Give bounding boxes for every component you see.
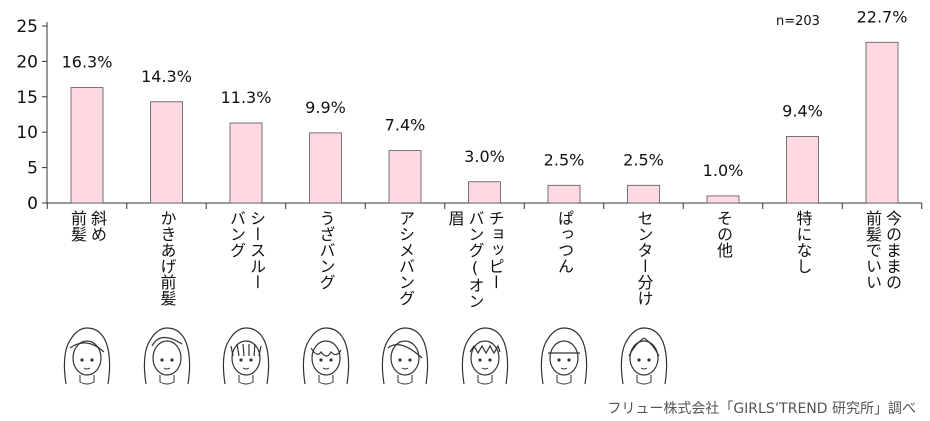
bar [865,41,899,204]
x-tick-label: うざバング [288,210,364,318]
bar [627,184,660,204]
data-label: 1.0% [703,161,744,180]
y-tick-label: 20 [16,52,38,72]
x-tick-label-line: 特になし [793,210,813,274]
x-tick-label: 斜め 前髪 [49,210,125,318]
bar [786,136,819,204]
bar [547,184,581,204]
x-tick-label-line: その他 [714,210,733,258]
x-tick-label-line: バング(オン眉 [445,210,485,309]
bar [468,181,501,204]
x-tick-label-line: 前髪 [68,210,87,242]
x-tick-label: その他 [685,210,761,318]
bar [706,195,740,204]
face-blunt-bangs-icon [540,327,588,385]
x-tick-label: アシメバング [367,210,443,318]
x-tick-label-line: バング [227,210,246,258]
y-tick-label: 0 [27,194,38,214]
x-tick-label-line: 前髪でいい [863,210,882,290]
x-tick-label-line: 斜め [88,210,107,242]
x-tick-label-line: ぱっつん [555,210,574,274]
source-note: フリュー株式会社「GIRLS’TREND 研究所」調べ [607,401,916,417]
data-label: 11.3% [221,88,272,107]
x-tick-label-line: シースルー [247,210,266,290]
y-tick-label: 25 [16,17,38,37]
data-label: 3.0% [464,147,505,166]
face-wispy-bangs-icon [302,327,349,385]
face-asymmetric-bangs-icon [381,327,429,385]
x-tick-label: かきあげ前髪 [129,210,205,318]
x-tick-label-line: うざバング [316,210,336,290]
x-tick-label-line: センター分け [634,210,654,306]
x-tick-label: ぱっつん [526,210,602,318]
sample-size-annotation: n=203 [776,14,820,29]
bar [229,122,263,204]
face-see-through-bangs-icon [222,327,270,385]
x-tick-label: 特になし [765,210,841,318]
face-side-swept-bangs-icon [63,327,111,385]
data-label: 2.5% [623,150,664,169]
face-swept-back-bangs-icon [143,327,190,385]
x-tick-label: 今のままの 前髪でいい [844,210,920,318]
face-choppy-bangs-icon [461,327,508,385]
data-label: 16.3% [62,53,113,72]
bar [388,150,422,204]
data-label: 9.4% [782,101,823,120]
y-tick-label: 15 [16,88,38,108]
bar [70,87,104,204]
y-tick-label: 10 [16,123,38,143]
data-label: 22.7% [857,7,908,26]
x-tick-label: チョッピー バング(オン眉 [445,210,523,318]
x-tick-label: シースルー バング [208,210,284,318]
data-label: 2.5% [544,150,585,169]
face-center-part-icon [620,327,667,385]
data-label: 9.9% [305,98,346,117]
data-label: 14.3% [141,67,192,86]
x-tick-label-line: かきあげ前髪 [157,210,177,306]
x-tick-label-line: 今のままの [883,210,902,290]
y-tick-label: 5 [27,159,38,179]
bar [309,132,342,204]
bar [150,101,183,204]
x-tick-label-line: アシメバング [396,210,415,306]
data-label: 7.4% [385,116,426,135]
x-tick-label-line: チョッピー [485,210,505,290]
x-tick-label: センター分け [606,210,682,318]
